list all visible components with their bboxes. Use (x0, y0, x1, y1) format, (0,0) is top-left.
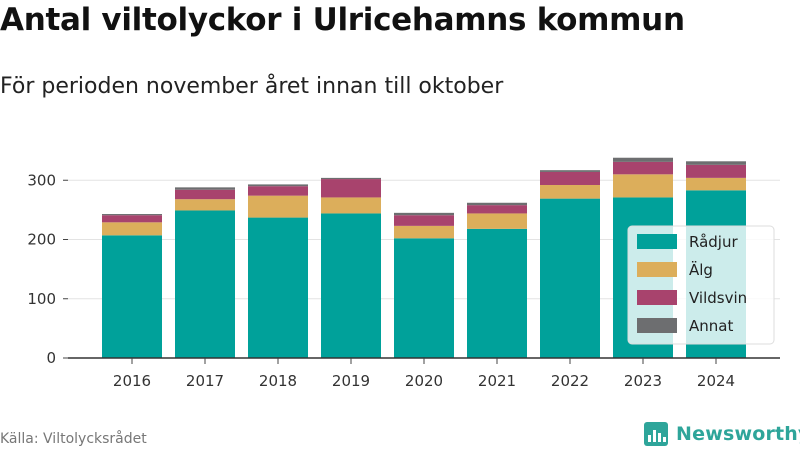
bar-segment-annat (467, 202, 527, 206)
bar-segment-vildsvin (102, 215, 162, 223)
bar-segment-älg (394, 225, 454, 239)
y-tick-label: 300 (27, 171, 56, 189)
newsworthy-logo: Newsworthy (644, 421, 800, 447)
bar-segment-rådjur (321, 213, 381, 358)
legend-label: Annat (689, 317, 733, 335)
x-tick-label: 2021 (478, 372, 516, 390)
bars (102, 157, 746, 358)
x-tick-label: 2024 (697, 372, 735, 390)
source-note: Källa: Viltolycksrådet (0, 431, 147, 447)
bar-segment-vildsvin (248, 186, 308, 196)
bar-segment-annat (102, 214, 162, 216)
y-tick-label: 200 (27, 231, 56, 249)
bar-segment-älg (175, 199, 235, 211)
bar-segment-rådjur (540, 198, 600, 358)
bar-segment-vildsvin (394, 215, 454, 226)
bar-segment-annat (394, 212, 454, 216)
legend-swatch (637, 290, 677, 305)
bar-segment-vildsvin (613, 161, 673, 175)
legend: Rådjur Älg Vildsvin Annat (627, 225, 775, 345)
bar-segment-vildsvin (175, 189, 235, 200)
bar-segment-rådjur (248, 217, 308, 358)
bar-segment-vildsvin (321, 179, 381, 198)
bar-chart-logo-icon (644, 422, 668, 446)
bar-segment-älg (467, 213, 527, 229)
legend-box (627, 225, 775, 345)
bar-segment-annat (686, 161, 746, 165)
legend-label: Vildsvin (689, 289, 747, 307)
x-tick-label: 2023 (624, 372, 662, 390)
legend-label: Älg (689, 260, 713, 279)
bar-segment-annat (248, 184, 308, 187)
y-tick-label: 100 (27, 290, 56, 308)
x-tick-label: 2022 (551, 372, 589, 390)
legend-swatch (637, 234, 677, 249)
bar-segment-vildsvin (686, 164, 746, 178)
logo-text: Newsworthy (676, 423, 800, 445)
x-axis-ticks: 2016 2017 2018 2019 2020 2021 2022 2023 2024 (113, 358, 735, 390)
bar-segment-rådjur (467, 228, 527, 358)
chart-title: Antal viltolyckor i Ulricehamns kommun (0, 2, 685, 38)
bar-segment-rådjur (175, 210, 235, 358)
legend-swatch (637, 262, 677, 277)
bar-segment-älg (540, 184, 600, 199)
bar-segment-annat (321, 177, 381, 180)
x-tick-label: 2020 (405, 372, 443, 390)
bar-segment-annat (175, 187, 235, 190)
bar-segment-älg (613, 174, 673, 198)
bar-segment-älg (102, 222, 162, 236)
bar-segment-älg (686, 177, 746, 191)
bar-segment-älg (248, 195, 308, 218)
bar-segment-annat (540, 170, 600, 172)
bar-segment-rådjur (102, 235, 162, 358)
x-tick-label: 2018 (259, 372, 297, 390)
bar-segment-vildsvin (540, 171, 600, 185)
x-tick-label: 2019 (332, 372, 370, 390)
bar-segment-annat (613, 157, 673, 162)
bar-segment-rådjur (394, 238, 454, 358)
legend-swatch (637, 318, 677, 333)
bar-segment-älg (321, 197, 381, 214)
x-tick-label: 2017 (186, 372, 224, 390)
x-tick-label: 2016 (113, 372, 151, 390)
chart-subtitle: För perioden november året innan till ok… (0, 74, 504, 99)
y-axis-ticks: 0 100 200 300 (27, 171, 68, 367)
y-tick-label: 0 (46, 349, 56, 367)
bar-segment-vildsvin (467, 205, 527, 214)
legend-label: Rådjur (689, 233, 738, 251)
